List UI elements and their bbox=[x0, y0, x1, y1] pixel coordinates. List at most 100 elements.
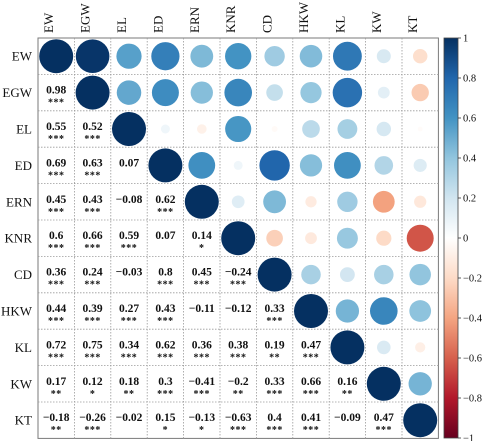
significance-label: *** bbox=[230, 280, 247, 291]
corr-circle bbox=[403, 403, 438, 438]
corr-circle bbox=[376, 230, 392, 246]
significance-label: *** bbox=[194, 280, 211, 291]
corr-circle bbox=[301, 264, 321, 285]
colorbar-tick-label: −0.8 bbox=[463, 394, 482, 405]
row-label: KL bbox=[15, 340, 32, 355]
corr-value-label: 0.45 bbox=[192, 267, 212, 279]
significance-label: * bbox=[90, 389, 96, 400]
corr-value-label: −0.2 bbox=[228, 376, 249, 388]
column-label: ERN bbox=[187, 6, 202, 33]
corr-circle bbox=[151, 42, 180, 71]
corr-circle bbox=[263, 190, 287, 214]
significance-label: *** bbox=[266, 389, 283, 400]
significance-label: *** bbox=[48, 207, 65, 218]
significance-label: *** bbox=[84, 280, 101, 291]
corr-circle bbox=[305, 196, 317, 208]
significance-label: *** bbox=[84, 134, 101, 145]
corr-circle bbox=[377, 86, 390, 99]
column-label: KL bbox=[332, 16, 347, 33]
column-label: KNR bbox=[223, 5, 238, 33]
corr-value-label: 0.4 bbox=[267, 412, 282, 424]
corr-circle bbox=[369, 297, 398, 325]
corr-value-label: 0.36 bbox=[192, 339, 212, 351]
significance-label: *** bbox=[121, 316, 138, 327]
corr-circle bbox=[299, 154, 323, 177]
corr-circle bbox=[75, 75, 110, 110]
significance-label: *** bbox=[303, 425, 320, 436]
corr-circle bbox=[39, 39, 74, 74]
corr-circle bbox=[300, 81, 322, 104]
corr-circle bbox=[112, 112, 146, 146]
corr-circle bbox=[336, 227, 358, 249]
significance-label: *** bbox=[157, 207, 174, 218]
colorbar-tick-label: −0.2 bbox=[463, 274, 482, 285]
significance-label: * bbox=[199, 243, 205, 254]
corr-value-label: −0.18 bbox=[43, 412, 70, 424]
corr-value-label: −0.03 bbox=[116, 267, 143, 279]
corr-value-label: 0.24 bbox=[83, 267, 103, 279]
corr-value-label: 0.41 bbox=[301, 412, 321, 424]
colorbar-tick-label: 0.8 bbox=[463, 74, 476, 85]
corr-circle bbox=[299, 44, 323, 68]
corr-value-label: −0.09 bbox=[334, 412, 361, 424]
grid-layer bbox=[37, 37, 439, 439]
significance-label: *** bbox=[157, 280, 174, 291]
corr-value-label: 0.18 bbox=[119, 376, 139, 388]
corr-value-label: 0.66 bbox=[301, 376, 321, 388]
corr-value-label: 0.34 bbox=[119, 339, 139, 351]
significance-label: ** bbox=[233, 389, 244, 400]
corr-circle bbox=[231, 195, 245, 209]
corr-value-label: −0.08 bbox=[116, 194, 143, 206]
corr-circle bbox=[332, 41, 362, 71]
corr-value-label: 0.62 bbox=[155, 339, 175, 351]
significance-label: *** bbox=[84, 425, 101, 436]
corr-circle bbox=[271, 126, 278, 132]
corr-circle bbox=[184, 184, 219, 219]
row-label: KT bbox=[15, 413, 32, 428]
corr-value-label: 0.36 bbox=[46, 267, 66, 279]
corr-circle bbox=[259, 150, 290, 181]
corr-circle bbox=[417, 126, 423, 132]
row-label: KNR bbox=[5, 231, 33, 246]
row-label: EW bbox=[12, 49, 33, 64]
corr-value-label: 0.43 bbox=[83, 194, 103, 206]
corr-value-label: 0.52 bbox=[83, 121, 103, 133]
corr-circle bbox=[337, 191, 358, 212]
corr-circle bbox=[376, 121, 392, 137]
colorbar-tick-label: 0.2 bbox=[463, 194, 476, 205]
corr-value-label: 0.33 bbox=[265, 303, 285, 315]
corr-value-label: 0.47 bbox=[301, 339, 321, 351]
significance-label: *** bbox=[303, 389, 320, 400]
column-label: EW bbox=[41, 12, 56, 33]
corr-circle bbox=[225, 43, 252, 70]
corr-circle bbox=[335, 299, 360, 323]
colorbar-tick-label: 0 bbox=[463, 234, 468, 245]
corr-circle bbox=[374, 264, 394, 285]
significance-label: * bbox=[163, 425, 169, 436]
corr-value-label: −0.13 bbox=[188, 412, 215, 424]
corr-circle bbox=[294, 294, 328, 328]
corr-value-label: −0.24 bbox=[225, 267, 252, 279]
corr-circle bbox=[233, 160, 243, 170]
corr-value-label: 0.27 bbox=[119, 303, 139, 315]
corr-circle bbox=[366, 366, 401, 401]
significance-label: *** bbox=[84, 352, 101, 363]
column-label: EGW bbox=[78, 3, 93, 33]
significance-label: *** bbox=[84, 316, 101, 327]
corr-circle bbox=[190, 44, 214, 68]
corr-circle bbox=[376, 49, 391, 64]
mark-layer: 0.98***0.55***0.52***0.69***0.63***0.070… bbox=[39, 39, 438, 438]
corr-circle bbox=[151, 79, 179, 107]
row-label: ED bbox=[15, 158, 32, 173]
corr-value-label: 0.07 bbox=[155, 230, 175, 242]
corr-value-label: 0.14 bbox=[192, 230, 212, 242]
row-label: KW bbox=[10, 376, 32, 391]
column-label: CD bbox=[260, 15, 275, 33]
significance-label: ** bbox=[124, 389, 135, 400]
corr-circle bbox=[305, 232, 317, 245]
significance-label: *** bbox=[157, 389, 174, 400]
significance-label: *** bbox=[84, 170, 101, 181]
column-label: KT bbox=[405, 16, 420, 33]
corr-circle bbox=[408, 372, 432, 396]
corr-circle bbox=[221, 221, 256, 256]
